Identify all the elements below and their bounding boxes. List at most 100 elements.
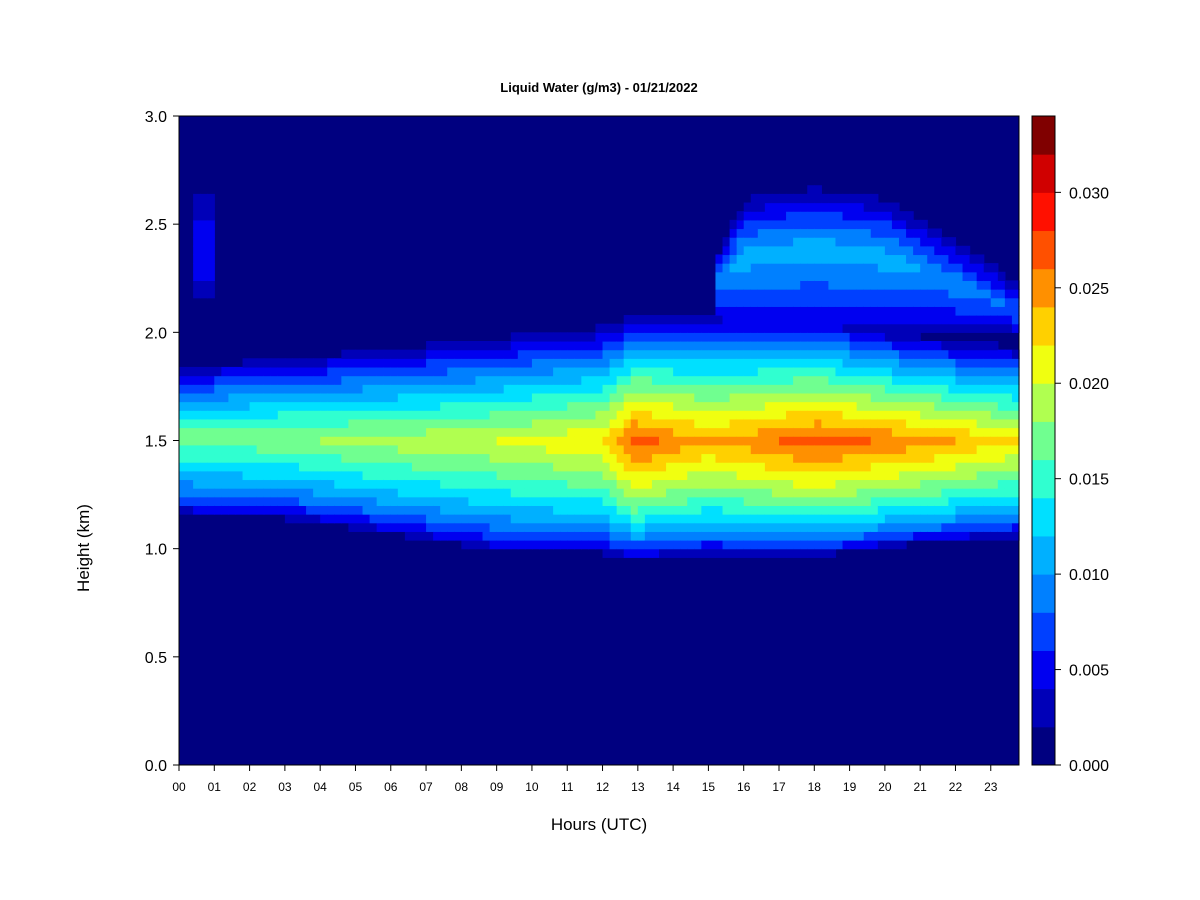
heatmap-cell: [884, 453, 893, 463]
heatmap-cell: [426, 531, 434, 541]
heatmap-cell: [496, 514, 505, 524]
heatmap-cell: [891, 427, 900, 437]
heatmap-cell: [581, 488, 590, 498]
heatmap-cell: [906, 297, 914, 307]
heatmap-cell: [546, 436, 554, 446]
heatmap-cell: [736, 375, 745, 385]
heatmap-cell: [934, 280, 942, 290]
heatmap-cell: [694, 496, 702, 506]
heatmap-cell: [793, 263, 801, 273]
heatmap-cell: [433, 401, 441, 411]
heatmap-cell: [461, 444, 470, 455]
heatmap-cell: [743, 427, 752, 437]
heatmap-cell: [870, 366, 879, 377]
heatmap-cell: [567, 418, 575, 429]
colorbar-swatch: [1032, 268, 1055, 308]
heatmap-cell: [440, 418, 448, 429]
heatmap-cell: [814, 211, 822, 221]
heatmap-cell: [397, 505, 406, 515]
heatmap-cell: [256, 401, 265, 411]
heatmap-cell: [263, 358, 272, 368]
heatmap-cell: [419, 392, 427, 403]
heatmap-cell: [193, 366, 201, 377]
heatmap-cell: [743, 479, 752, 489]
heatmap-cell: [320, 479, 328, 489]
heatmap-cell: [482, 340, 491, 351]
heatmap-cell: [1011, 401, 1020, 411]
heatmap-cell: [595, 384, 604, 394]
heatmap-cell: [771, 263, 780, 273]
heatmap-cell: [793, 548, 801, 558]
heatmap-cell: [927, 444, 935, 455]
heatmap-cell: [320, 453, 328, 463]
heatmap-cell: [927, 349, 935, 359]
heatmap-cell: [553, 410, 561, 420]
heatmap-cell: [306, 436, 314, 446]
heatmap-cell: [891, 436, 900, 446]
heatmap-cell: [489, 358, 498, 368]
heatmap-cell: [863, 505, 872, 515]
heatmap-cell: [729, 496, 738, 506]
heatmap-cell: [531, 453, 540, 463]
heatmap-cell: [969, 375, 978, 385]
heatmap-cell: [320, 375, 328, 385]
heatmap-cell: [193, 401, 201, 411]
heatmap-cell: [793, 540, 801, 550]
heatmap-cell: [701, 436, 710, 446]
heatmap-cell: [835, 245, 844, 256]
heatmap-cell: [842, 254, 851, 264]
heatmap-cell: [948, 271, 957, 282]
heatmap-cell: [426, 470, 434, 481]
heatmap-cell: [560, 418, 568, 429]
heatmap-cell: [193, 384, 201, 394]
x-tick-label: 19: [843, 780, 857, 794]
heatmap-cell: [757, 237, 766, 247]
heatmap-cell: [623, 392, 632, 403]
heatmap-cell: [235, 392, 244, 403]
x-tick-label: 10: [525, 780, 539, 794]
heatmap-cell: [524, 332, 533, 342]
heatmap-cell: [659, 444, 667, 455]
heatmap-cell: [200, 211, 208, 221]
heatmap-cell: [842, 540, 851, 550]
heatmap-cell: [299, 384, 307, 394]
heatmap-cell: [694, 392, 702, 403]
heatmap-cell: [334, 488, 342, 498]
heatmap-cell: [1011, 297, 1020, 307]
heatmap-cell: [489, 375, 498, 385]
heatmap-cell: [694, 522, 702, 532]
heatmap-cell: [920, 340, 928, 351]
heatmap-cell: [842, 470, 851, 481]
heatmap-cell: [962, 306, 971, 316]
heatmap-cell: [920, 306, 928, 316]
heatmap-cell: [962, 522, 971, 532]
heatmap-cell: [193, 245, 201, 256]
heatmap-cell: [906, 289, 914, 299]
heatmap-cell: [934, 479, 942, 489]
heatmap-cell: [313, 462, 321, 472]
heatmap-cell: [531, 531, 540, 541]
heatmap-cell: [327, 514, 335, 524]
heatmap-cell: [821, 375, 830, 385]
heatmap-cell: [849, 280, 858, 290]
heatmap-cell: [828, 418, 837, 429]
heatmap-cell: [630, 479, 639, 489]
heatmap-cell: [800, 375, 808, 385]
heatmap-cell: [793, 366, 801, 377]
heatmap-cell: [955, 297, 964, 307]
heatmap-cell: [814, 202, 822, 212]
heatmap-cell: [235, 410, 244, 420]
heatmap-cell: [242, 462, 251, 472]
heatmap-cell: [651, 479, 660, 489]
heatmap-cell: [496, 462, 505, 472]
heatmap-cell: [369, 470, 378, 481]
heatmap-cell: [687, 444, 695, 455]
heatmap-cell: [736, 332, 745, 342]
heatmap-cell: [779, 332, 787, 342]
heatmap-cell: [277, 505, 286, 515]
heatmap-cell: [320, 358, 328, 368]
heatmap-cell: [983, 297, 992, 307]
heatmap-cell: [793, 418, 801, 429]
heatmap-cell: [771, 271, 780, 282]
heatmap-cell: [715, 410, 724, 420]
